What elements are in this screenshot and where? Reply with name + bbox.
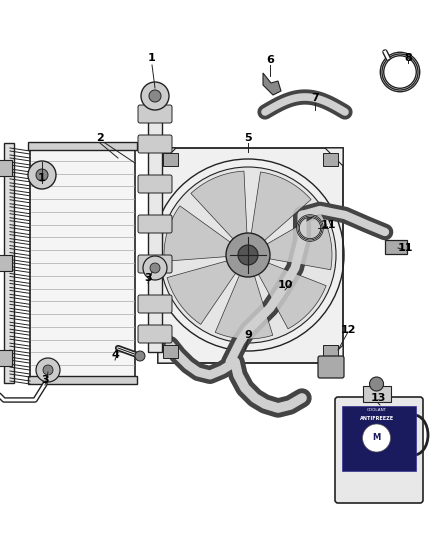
Text: M: M <box>372 433 381 442</box>
Circle shape <box>363 424 391 452</box>
Polygon shape <box>325 345 343 363</box>
FancyBboxPatch shape <box>138 255 172 273</box>
Circle shape <box>150 263 160 273</box>
Text: 4: 4 <box>111 350 119 360</box>
Bar <box>30 148 135 378</box>
Text: 1: 1 <box>148 53 156 63</box>
Circle shape <box>36 358 60 382</box>
Text: 7: 7 <box>311 93 319 103</box>
Bar <box>148 100 162 352</box>
Circle shape <box>160 167 336 343</box>
FancyBboxPatch shape <box>138 215 172 233</box>
Circle shape <box>28 161 56 189</box>
Bar <box>323 345 338 358</box>
Bar <box>342 406 416 471</box>
Polygon shape <box>164 206 232 261</box>
Bar <box>163 153 178 166</box>
Bar <box>385 240 407 254</box>
Bar <box>28 376 137 384</box>
Text: ANTIFREEZE: ANTIFREEZE <box>360 416 394 421</box>
Polygon shape <box>167 261 237 325</box>
Polygon shape <box>158 345 176 363</box>
FancyBboxPatch shape <box>138 295 172 313</box>
Circle shape <box>143 256 167 280</box>
Circle shape <box>135 351 145 361</box>
Text: 12: 12 <box>340 325 356 335</box>
Bar <box>0 255 12 271</box>
Text: 6: 6 <box>266 55 274 65</box>
Text: 8: 8 <box>404 53 412 63</box>
Bar <box>0 160 12 176</box>
Circle shape <box>141 82 169 110</box>
Bar <box>163 345 178 358</box>
Text: 2: 2 <box>96 133 104 143</box>
Polygon shape <box>158 148 176 166</box>
Circle shape <box>149 90 161 102</box>
Bar <box>363 386 391 402</box>
Text: 11: 11 <box>320 220 336 230</box>
Text: 5: 5 <box>244 133 252 143</box>
FancyBboxPatch shape <box>138 325 172 343</box>
Polygon shape <box>251 172 311 242</box>
FancyBboxPatch shape <box>335 397 423 503</box>
Text: 10: 10 <box>277 280 293 290</box>
Bar <box>158 148 343 363</box>
Circle shape <box>238 245 258 265</box>
Text: 3: 3 <box>144 273 152 283</box>
FancyBboxPatch shape <box>138 175 172 193</box>
Polygon shape <box>263 73 281 95</box>
Polygon shape <box>191 171 247 240</box>
Text: 3: 3 <box>41 375 49 385</box>
FancyBboxPatch shape <box>318 356 344 378</box>
FancyBboxPatch shape <box>138 135 172 153</box>
Polygon shape <box>215 273 273 339</box>
FancyBboxPatch shape <box>138 105 172 123</box>
Circle shape <box>370 377 384 391</box>
Text: 11: 11 <box>397 243 413 253</box>
Text: 9: 9 <box>244 330 252 340</box>
Polygon shape <box>265 213 332 270</box>
Circle shape <box>36 169 48 181</box>
Polygon shape <box>258 262 326 329</box>
Circle shape <box>43 365 53 375</box>
Bar <box>28 142 137 150</box>
Text: COOLANT: COOLANT <box>367 408 387 412</box>
Circle shape <box>226 233 270 277</box>
Bar <box>4 143 14 383</box>
Bar <box>0 350 12 366</box>
Polygon shape <box>325 148 343 166</box>
Text: 13: 13 <box>370 393 386 403</box>
Text: 1: 1 <box>38 173 46 183</box>
Bar <box>323 153 338 166</box>
